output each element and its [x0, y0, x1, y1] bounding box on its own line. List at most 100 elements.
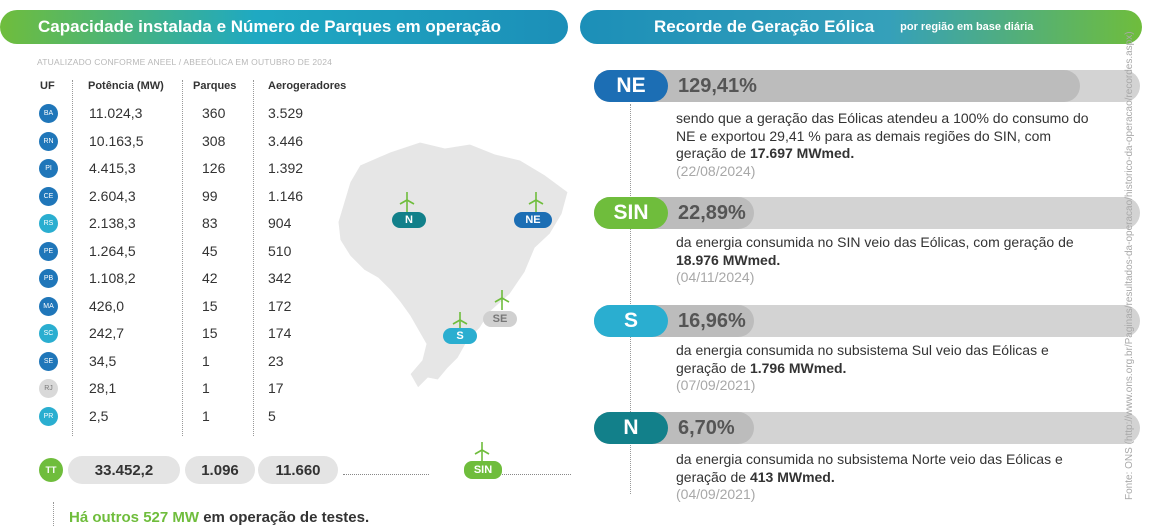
total-badge: TT: [39, 458, 63, 482]
parks-cell: 126: [202, 160, 226, 176]
uf-badge: SC: [39, 324, 58, 343]
record-description-ne: sendo que a geração das Eólicas atendeu …: [676, 110, 1096, 180]
total-parks: 1.096: [185, 456, 255, 484]
uf-badge: BA: [39, 104, 58, 123]
uf-badge: PI: [39, 159, 58, 178]
table-row: PR 2,5 1 5: [0, 404, 400, 428]
parks-cell: 42: [202, 270, 218, 286]
parks-cell: 15: [202, 325, 218, 341]
parks-cell: 83: [202, 215, 218, 231]
power-cell: 426,0: [89, 297, 125, 314]
wind-turbine-icon: [399, 192, 415, 212]
record-value: 18.976 MWmed.: [676, 251, 781, 268]
record-description-n: da energia consumida no subsistema Norte…: [676, 451, 1096, 504]
dotted-leader: [343, 474, 429, 475]
record-date: (04/11/2024): [676, 269, 755, 285]
table-row: MA 426,0 15 172: [0, 294, 400, 318]
record-bar-s: S 16,96%: [594, 305, 1140, 337]
uf-badge: PR: [39, 406, 58, 426]
uf-badge: RJ: [39, 379, 58, 398]
turbines-cell: 17: [268, 380, 284, 396]
turbines-cell: 3.446: [268, 132, 304, 149]
table-row: CE 2.604,3 99 1.146: [0, 184, 400, 208]
record-bar-ne: NE 129,41%: [594, 70, 1140, 102]
record-region-s: S: [594, 305, 668, 337]
power-cell: 242,7: [89, 325, 125, 341]
power-cell: 4.415,3: [89, 160, 136, 176]
record-region-ne: NE: [594, 70, 668, 102]
uf-badge: SE: [39, 351, 58, 371]
region-badge-n: N: [392, 212, 426, 228]
right-panel-subtitle: por região em base diária: [900, 21, 1034, 33]
record-description-s: da energia consumida no subsistema Sul v…: [676, 342, 1096, 395]
wind-turbine-icon: [528, 192, 544, 212]
wind-turbine-icon: [494, 290, 510, 310]
uf-badge: CE: [39, 186, 58, 206]
uf-badge: RN: [39, 131, 58, 151]
record-text: da energia consumida no subsistema Sul v…: [676, 342, 1049, 376]
uf-badge: PE: [39, 241, 58, 261]
table-row: RJ 28,1 1 17: [0, 376, 400, 400]
region-badge-s: S: [443, 328, 477, 344]
turbines-cell: 510: [268, 242, 292, 259]
column-header-turbines: Aerogeradores: [268, 80, 347, 92]
parks-cell: 360: [202, 105, 226, 121]
right-panel-header: Recorde de Geração Eólica por região em …: [580, 10, 1142, 44]
record-percent-n: 6,70%: [678, 417, 735, 439]
column-separator: [253, 80, 254, 436]
power-cell: 34,5: [89, 352, 117, 369]
parks-cell: 15: [202, 297, 218, 314]
parks-cell: 1: [202, 380, 210, 396]
parks-cell: 99: [202, 187, 218, 204]
uf-badge: PB: [39, 269, 58, 288]
record-text: da energia consumida no subsistema Norte…: [676, 451, 1063, 485]
column-separator: [53, 502, 54, 526]
record-percent-sin: 22,89%: [678, 202, 746, 224]
record-date: (07/09/2021): [676, 377, 756, 393]
records-timeline: [630, 104, 631, 494]
power-cell: 28,1: [89, 380, 117, 396]
power-cell: 1.108,2: [89, 270, 136, 286]
table-row: SC 242,7 15 174: [0, 321, 400, 345]
parks-cell: 308: [202, 132, 226, 149]
left-panel-header: Capacidade instalada e Número de Parques…: [0, 10, 568, 44]
turbines-cell: 342: [268, 270, 292, 286]
record-date: (22/08/2024): [676, 162, 756, 179]
turbines-cell: 5: [268, 407, 276, 424]
turbines-cell: 23: [268, 352, 284, 369]
table-row: PE 1.264,5 45 510: [0, 239, 400, 263]
power-cell: 2,5: [89, 407, 109, 424]
updated-note: ATUALIZADO CONFORME ANEEL / ABEEÓLICA EM…: [37, 57, 333, 67]
table-row: RN 10.163,5 308 3.446: [0, 129, 400, 153]
record-region-sin: SIN: [594, 197, 668, 229]
column-separator: [72, 80, 73, 436]
brazil-silhouette: [337, 141, 569, 389]
brazil-map: [337, 141, 569, 389]
column-header-uf: UF: [40, 80, 55, 92]
region-badge-sin: SIN: [464, 461, 502, 479]
record-value: 413 MWmed.: [749, 468, 835, 485]
total-power: 33.452,2: [68, 456, 180, 484]
total-turbines: 11.660: [258, 456, 338, 484]
right-panel-title: Recorde de Geração Eólica: [654, 17, 875, 36]
record-bar-n: N 6,70%: [594, 412, 1140, 444]
turbines-cell: 1.146: [268, 187, 304, 204]
turbines-cell: 1.392: [268, 160, 304, 176]
power-cell: 1.264,5: [89, 242, 136, 259]
record-date: (04/09/2021): [676, 486, 756, 502]
table-row: BA 11.024,3 360 3.529: [0, 101, 400, 125]
testing-note-highlight: 527 MW: [143, 509, 200, 526]
record-value: 1.796 MWmed.: [749, 359, 847, 376]
turbines-cell: 174: [268, 325, 292, 341]
parks-cell: 1: [202, 352, 210, 369]
table-row: PB 1.108,2 42 342: [0, 266, 400, 290]
parks-cell: 1: [202, 407, 210, 424]
wind-turbine-icon: [474, 442, 490, 462]
region-badge-ne: NE: [514, 212, 552, 228]
record-bar-sin: SIN 22,89%: [594, 197, 1140, 229]
record-value: 17.697 MWmed.: [749, 145, 855, 161]
power-cell: 10.163,5: [89, 132, 144, 149]
power-cell: 2.138,3: [89, 215, 136, 231]
testing-note-suffix: em operação de testes.: [203, 509, 370, 526]
uf-badge: MA: [39, 296, 58, 316]
